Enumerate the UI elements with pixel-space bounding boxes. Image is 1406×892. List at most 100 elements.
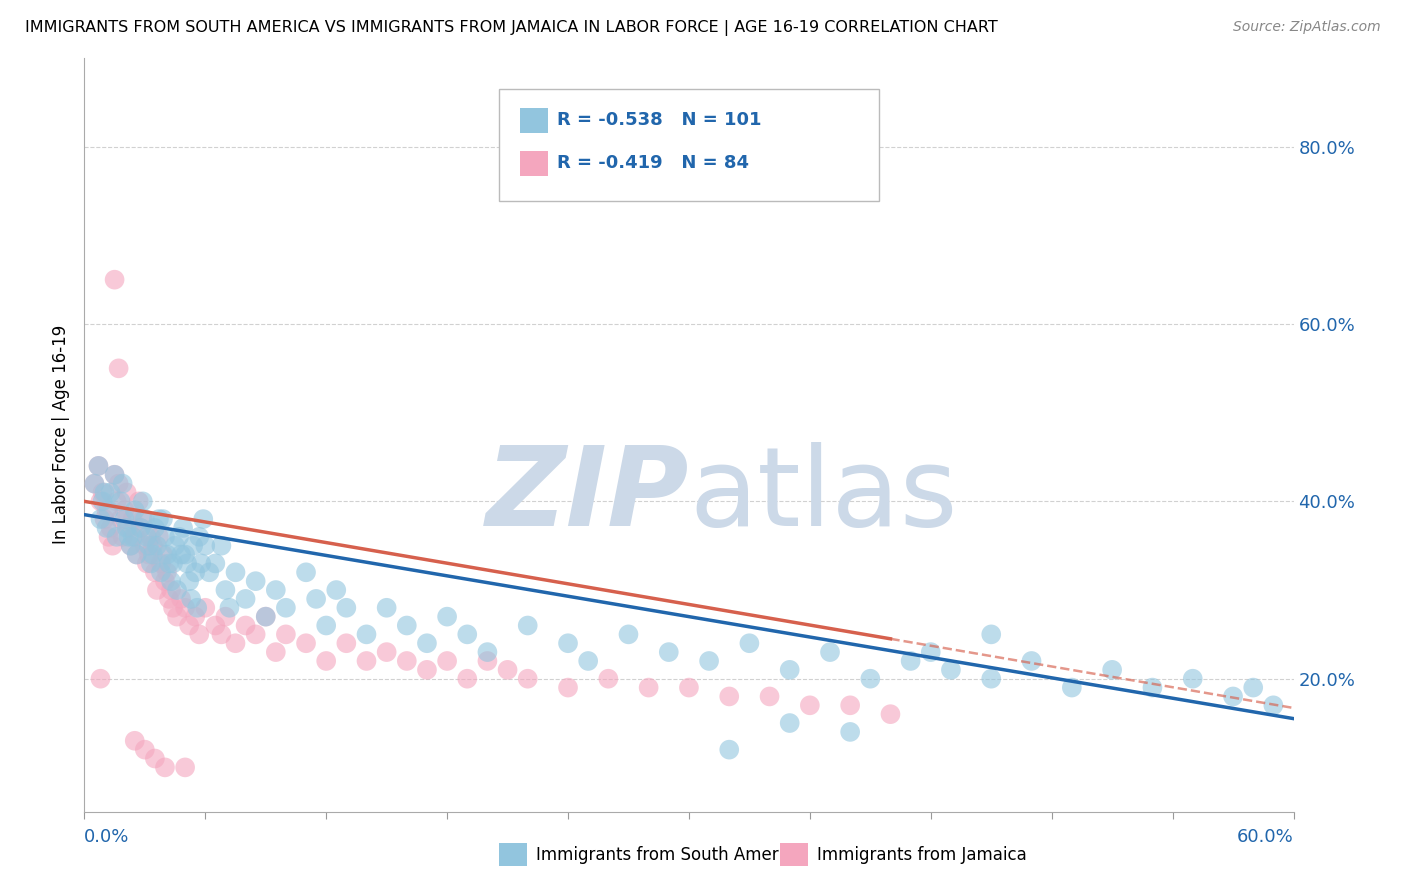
Point [149, 566, 172, 580]
Point [160, 582, 183, 597]
Point [395, 654, 418, 668]
Point [101, 539, 124, 553]
Point [174, 600, 197, 615]
Point [146, 539, 169, 553]
Text: 0.0%: 0.0% [84, 829, 129, 847]
Point [190, 557, 212, 571]
Point [179, 574, 201, 589]
Point [100, 521, 122, 535]
Point [557, 636, 579, 650]
Point [124, 503, 146, 517]
Point [157, 591, 180, 606]
Point [254, 609, 277, 624]
Point [1060, 681, 1083, 695]
Point [129, 521, 152, 535]
Point [118, 530, 141, 544]
Point [162, 557, 184, 571]
Point [758, 690, 780, 704]
Point [110, 512, 132, 526]
Point [97, 530, 120, 544]
Point [83, 476, 105, 491]
Point [235, 618, 257, 632]
Point [818, 645, 841, 659]
Point [93, 485, 115, 500]
Y-axis label: In Labor Force | Age 16-19: In Labor Force | Age 16-19 [52, 326, 70, 544]
Point [718, 742, 741, 756]
Point [118, 521, 141, 535]
Text: R = -0.419   N = 84: R = -0.419 N = 84 [557, 154, 749, 172]
Point [859, 672, 882, 686]
Point [142, 548, 165, 562]
Point [143, 566, 166, 580]
Point [315, 654, 337, 668]
Point [97, 503, 120, 517]
Point [91, 494, 114, 508]
Point [1142, 681, 1164, 695]
Point [125, 548, 148, 562]
Point [209, 627, 232, 641]
Point [839, 698, 862, 713]
Point [157, 557, 180, 571]
Point [121, 512, 143, 526]
Point [146, 582, 169, 597]
Point [110, 494, 132, 508]
Point [165, 539, 187, 553]
Point [839, 725, 862, 739]
Point [134, 512, 156, 526]
Point [139, 557, 162, 571]
Text: ZIP: ZIP [485, 442, 689, 549]
Point [214, 582, 236, 597]
Point [176, 557, 198, 571]
Point [1101, 663, 1123, 677]
Point [148, 512, 170, 526]
Point [179, 618, 201, 632]
Point [138, 548, 160, 562]
Point [83, 476, 105, 491]
Point [104, 467, 127, 482]
Point [167, 530, 190, 544]
Point [980, 627, 1002, 641]
Point [172, 521, 194, 535]
Point [395, 618, 418, 632]
Point [516, 672, 538, 686]
Point [132, 512, 155, 526]
Point [107, 361, 129, 376]
Point [124, 733, 146, 747]
Point [879, 707, 901, 722]
Point [697, 654, 720, 668]
Point [174, 548, 197, 562]
Point [135, 557, 157, 571]
Point [166, 582, 188, 597]
Point [939, 663, 962, 677]
Point [436, 609, 458, 624]
Point [225, 566, 247, 580]
Point [104, 273, 127, 287]
Point [738, 636, 761, 650]
Point [436, 654, 458, 668]
Point [132, 494, 155, 508]
Point [264, 582, 287, 597]
Point [900, 654, 922, 668]
Point [89, 512, 111, 526]
Point [152, 512, 174, 526]
Point [107, 476, 129, 491]
Point [576, 654, 599, 668]
Point [325, 582, 347, 597]
Point [139, 530, 162, 544]
Point [1222, 690, 1244, 704]
Point [209, 539, 232, 553]
Point [235, 591, 257, 606]
Point [1241, 681, 1264, 695]
Point [617, 627, 640, 641]
Point [153, 574, 176, 589]
Point [114, 512, 136, 526]
Point [718, 690, 741, 704]
Point [1021, 654, 1043, 668]
Point [87, 458, 110, 473]
Point [124, 530, 146, 544]
Point [174, 760, 197, 774]
Point [91, 485, 114, 500]
Point [120, 539, 142, 553]
Point [188, 530, 211, 544]
Point [1263, 698, 1285, 713]
